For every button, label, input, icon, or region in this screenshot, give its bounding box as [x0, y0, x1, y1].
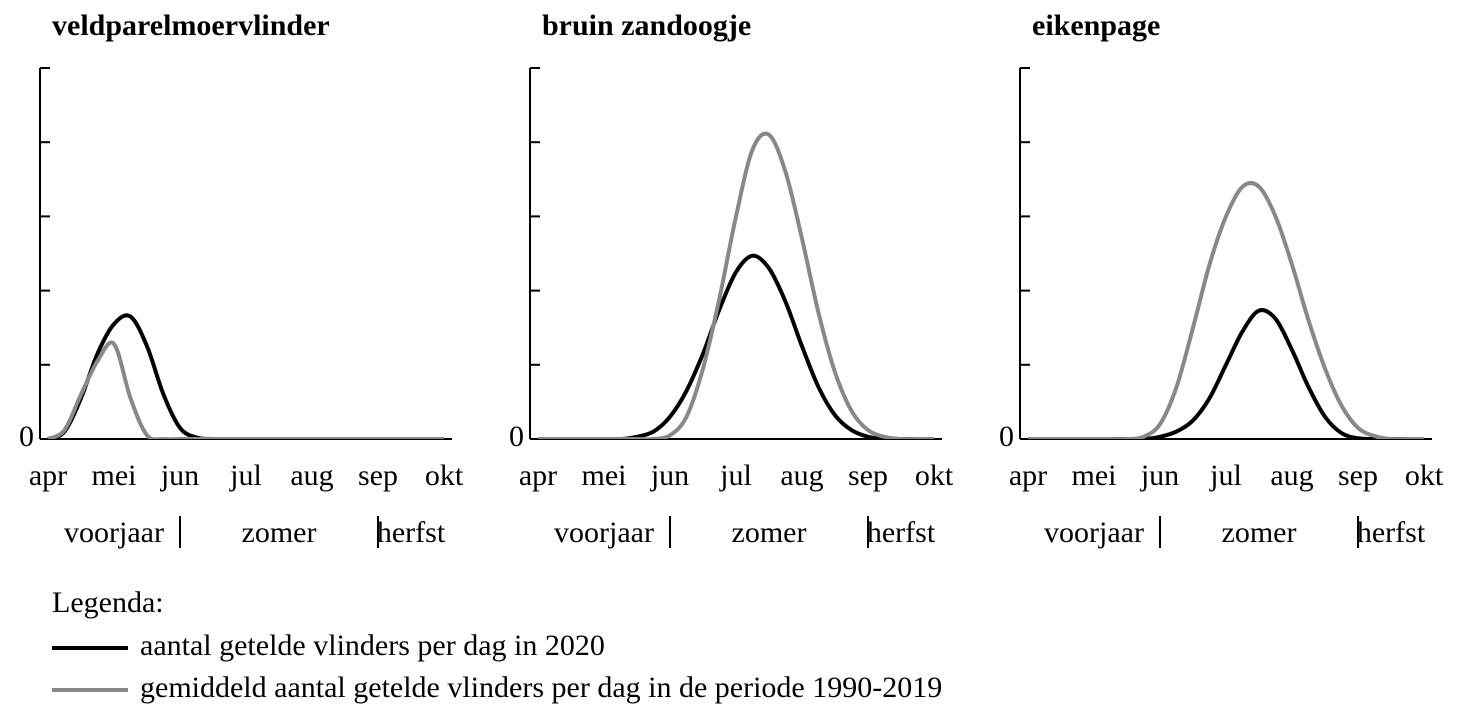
- season-label: zomer: [1222, 516, 1297, 549]
- series-line: [47, 340, 444, 439]
- series-line: [1028, 308, 1424, 439]
- legend-label: aantal getelde vlinders per dag in 2020: [140, 629, 605, 662]
- x-tick-label: jul: [1209, 459, 1242, 492]
- season-label: zomer: [732, 516, 807, 549]
- x-tick-label: apr: [29, 459, 67, 492]
- series-line: [47, 313, 444, 439]
- x-tick-label: aug: [780, 459, 823, 492]
- x-tick-label: aug: [290, 459, 333, 492]
- x-tick-label: okt: [1405, 459, 1444, 492]
- x-tick-label: sep: [848, 459, 888, 492]
- x-tick-label: jun: [650, 459, 689, 492]
- season-label: voorjaar: [1044, 516, 1144, 549]
- x-tick-label: jul: [229, 459, 262, 492]
- series-line: [538, 131, 934, 439]
- x-tick-label: okt: [425, 459, 464, 492]
- x-tick-label: jun: [160, 459, 199, 492]
- y-tick-label: 0: [19, 420, 34, 453]
- y-tick-label: 0: [999, 420, 1014, 453]
- x-tick-label: mei: [92, 459, 137, 492]
- x-tick-label: mei: [582, 459, 627, 492]
- x-tick-label: jul: [719, 459, 752, 492]
- season-label: voorjaar: [554, 516, 654, 549]
- chart-title: eikenpage: [1032, 9, 1160, 42]
- chart-title: veldparelmoervlinder: [52, 9, 330, 42]
- x-tick-label: okt: [915, 459, 954, 492]
- x-tick-label: apr: [1009, 459, 1047, 492]
- x-tick-label: sep: [358, 459, 398, 492]
- x-tick-label: sep: [1338, 459, 1378, 492]
- series-line: [538, 253, 934, 439]
- season-label: herfst: [867, 516, 936, 549]
- x-tick-label: jun: [1140, 459, 1179, 492]
- x-tick-label: apr: [519, 459, 557, 492]
- series-line: [1028, 181, 1424, 439]
- legend-label: gemiddeld aantal getelde vlinders per da…: [140, 671, 942, 704]
- chart-title: bruin zandoogje: [542, 9, 751, 42]
- legend-title: Legenda:: [52, 586, 164, 619]
- y-tick-label: 0: [509, 420, 524, 453]
- x-tick-label: mei: [1072, 459, 1117, 492]
- season-label: herfst: [1357, 516, 1426, 549]
- x-tick-label: aug: [1270, 459, 1313, 492]
- season-label: zomer: [242, 516, 317, 549]
- season-label: herfst: [377, 516, 446, 549]
- season-label: voorjaar: [64, 516, 164, 549]
